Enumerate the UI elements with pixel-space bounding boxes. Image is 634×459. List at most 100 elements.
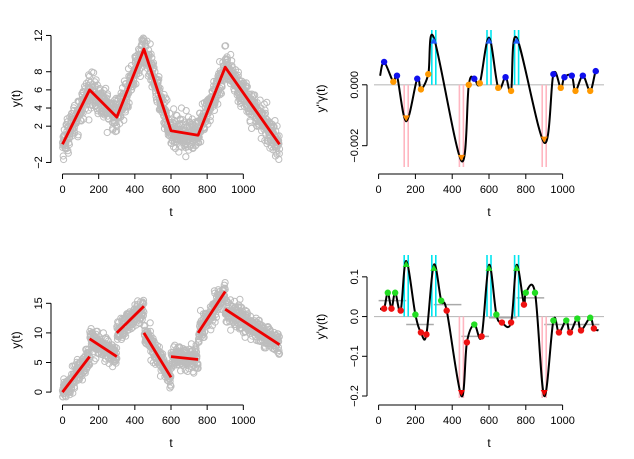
data-point: [132, 80, 140, 88]
data-point: [251, 91, 259, 99]
data-point: [147, 50, 155, 58]
data-point: [146, 327, 154, 335]
data-point: [275, 346, 283, 355]
y-tick-label: −2: [33, 156, 45, 169]
data-point: [275, 150, 283, 158]
y-tick-label: −0.1: [349, 345, 361, 367]
data-point: [159, 350, 167, 358]
x-tick-label: 600: [480, 184, 498, 196]
fit-line: [61, 355, 91, 393]
x-tick-label: 0: [376, 415, 382, 427]
data-point: [127, 325, 135, 333]
data-point: [136, 72, 144, 81]
local-min-point: [590, 325, 598, 332]
x-tick-label: 400: [126, 184, 144, 196]
data-point: [169, 143, 178, 151]
spike-arrow-down: [540, 390, 548, 397]
local-max-point: [563, 317, 570, 324]
y-axis-title: y'γ(t): [314, 314, 328, 340]
data-point: [237, 102, 245, 111]
data-point: [74, 131, 82, 139]
data-point: [60, 155, 68, 164]
y-axis-title: y(t): [9, 331, 23, 348]
x-tick-label: 400: [126, 415, 144, 427]
data-point: [261, 109, 269, 118]
x-tick-label: 600: [480, 415, 498, 427]
local-min-point: [380, 305, 388, 312]
data-point: [201, 328, 209, 336]
y-tick-label: 5: [33, 359, 45, 365]
data-point: [167, 382, 175, 390]
local-max-point: [522, 289, 529, 296]
data-point: [182, 107, 190, 115]
local-max-point: [384, 289, 391, 296]
data-point: [146, 319, 154, 327]
x-axis-title: t: [487, 436, 491, 450]
y-tick-label: 8: [33, 69, 45, 75]
local-min-point: [388, 305, 395, 312]
fit-line: [170, 355, 199, 361]
data-point: [275, 145, 284, 153]
data-point: [124, 103, 132, 111]
data-point: [206, 113, 214, 121]
data-point: [182, 153, 190, 161]
data-point: [227, 326, 235, 334]
x-axis-title: t: [487, 205, 491, 219]
data-point: [141, 39, 149, 47]
fit-line: [115, 305, 145, 334]
spike-arrow-up: [513, 37, 521, 44]
data-point: [221, 279, 229, 287]
local-min-point: [520, 301, 528, 308]
y-tick-label: 2: [33, 123, 45, 129]
y-tick-label: 15: [33, 297, 45, 309]
data-point: [177, 116, 185, 124]
y-tick-label: 6: [33, 87, 45, 93]
data-point: [275, 349, 284, 358]
data-point: [261, 106, 269, 114]
data-point: [275, 140, 283, 148]
fit-line: [88, 337, 118, 358]
data-point: [112, 359, 120, 367]
x-tick-label: 0: [59, 184, 65, 196]
data-point: [214, 100, 222, 108]
data-point: [275, 132, 283, 140]
x-tick-label: 800: [198, 184, 216, 196]
local-min-point: [507, 87, 515, 95]
data-point: [222, 42, 230, 50]
data-point: [255, 316, 263, 324]
local-max-point: [561, 73, 568, 81]
x-tick-label: 1000: [231, 184, 255, 196]
local-min-point: [425, 70, 432, 78]
local-max-point: [471, 321, 478, 328]
data-point: [212, 313, 220, 321]
x-tick-label: 200: [406, 415, 424, 427]
local-max-point: [493, 311, 500, 318]
y-axis-title: y(t): [9, 90, 23, 107]
data-point: [194, 361, 202, 369]
data-point: [139, 296, 148, 304]
data-point: [217, 90, 225, 98]
data-point: [103, 128, 111, 137]
x-tick-label: 0: [376, 184, 382, 196]
local-min-point: [390, 78, 397, 85]
local-min-point: [476, 80, 483, 87]
x-tick-label: 0: [59, 415, 65, 427]
data-point: [163, 96, 171, 104]
y-tick-label: −0.2: [349, 385, 361, 407]
data-point: [200, 333, 208, 341]
panel-bottom-left: 0 200 400 600 800 1000 0 5 10 15 t y(t): [9, 279, 284, 450]
y-tick-label: 12: [33, 29, 45, 41]
data-point: [179, 116, 187, 124]
data-point: [167, 372, 175, 380]
data-point: [192, 345, 200, 353]
local-max-point: [471, 75, 478, 82]
local-min-point: [577, 327, 585, 334]
data-point: [234, 68, 242, 76]
local-max-point: [568, 72, 575, 79]
spike-arrow-up: [485, 264, 493, 271]
y-tick-label: 0.0: [349, 309, 361, 324]
spike-arrow-up: [402, 260, 410, 267]
data-point: [211, 318, 219, 326]
data-point: [195, 338, 203, 346]
local-max-point: [550, 70, 557, 78]
